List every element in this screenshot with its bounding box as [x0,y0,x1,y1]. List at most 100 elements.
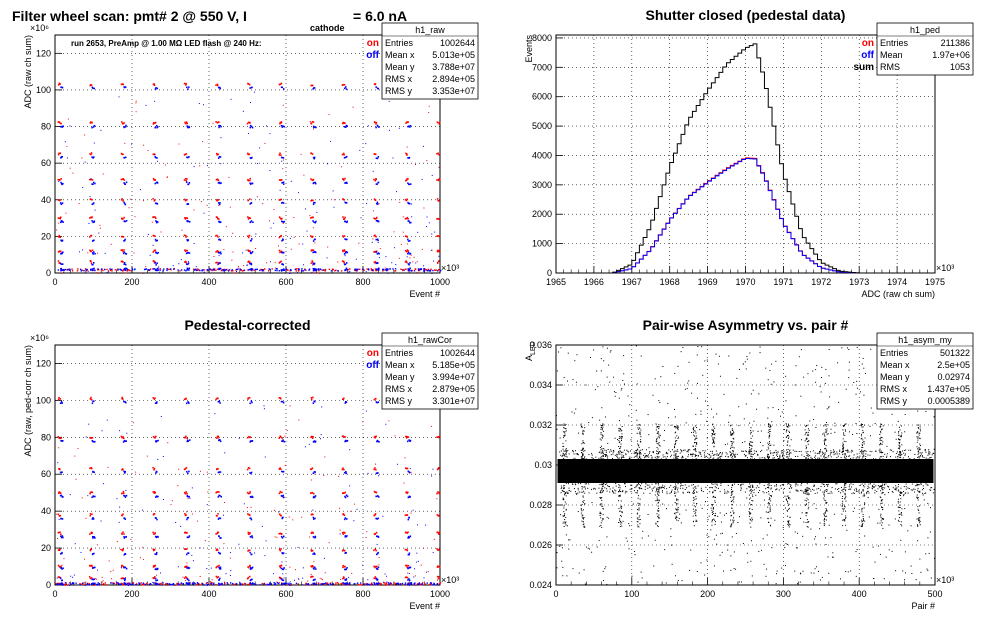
data-point [639,424,641,426]
data-point [656,499,658,501]
series-line [556,158,935,274]
data-point [121,218,123,220]
data-point [869,483,871,485]
data-point [365,582,367,585]
data-point [751,445,753,447]
data-point [314,495,317,497]
data-point [651,488,653,490]
data-point [681,451,683,453]
data-point [161,584,163,586]
data-point [312,261,314,264]
data-point [314,238,316,241]
data-point [407,182,409,185]
data-point [713,518,715,520]
data-point [582,501,584,503]
data-point [373,549,375,552]
data-point [198,269,200,271]
data-point [816,488,818,490]
data-point [247,218,250,220]
data-point [391,262,393,264]
data-point [212,122,214,124]
data-point [218,517,220,519]
data-point [240,583,242,585]
data-point [878,486,880,488]
data-point [620,505,622,507]
data-point [280,468,282,470]
data-point [580,450,582,452]
data-point [148,269,151,271]
data-point [751,484,753,486]
x-axis-label: Event # [409,601,440,611]
data-point [582,514,584,516]
data-point [248,234,251,237]
data-point [655,429,657,431]
data-point [588,454,590,456]
data-point [406,467,409,470]
data-point [314,553,316,556]
data-point [125,567,128,570]
data-point [602,486,604,488]
data-point [206,584,208,586]
data-point [760,451,762,453]
data-point [606,483,608,485]
data-point [342,576,345,578]
data-point [335,269,337,271]
data-point [93,220,96,222]
data-point [610,450,612,452]
data-point [562,454,564,456]
data-point [599,513,601,515]
data-point [237,267,239,269]
data-point [212,268,215,270]
data-point [816,452,818,454]
data-point [677,487,679,489]
data-point [798,451,800,453]
data-point [692,428,694,430]
data-point [255,247,257,249]
data-point [675,456,677,458]
data-point [59,471,62,474]
data-point [88,423,90,425]
data-point [620,428,622,430]
data-point [649,451,651,453]
data-point [376,552,379,555]
data-point [378,475,380,477]
data-point [845,449,847,451]
data-point [265,125,267,127]
data-point [924,449,926,451]
data-point [162,499,164,501]
data-point [680,483,682,485]
data-point [662,491,664,493]
data-point [60,535,62,538]
data-point [300,153,302,155]
data-point [698,451,700,453]
data-point [745,451,747,453]
data-point [582,440,584,442]
data-point [56,229,58,231]
data-point [819,489,821,491]
data-point [715,450,717,452]
data-point [339,533,341,535]
data-point [402,231,404,233]
data-point [371,583,373,585]
data-point [311,584,313,586]
data-point [393,231,395,233]
data-point [92,202,95,204]
data-point [319,272,321,274]
data-point [58,234,61,237]
data-point [582,486,584,488]
data-point [341,84,344,86]
data-point [767,446,769,448]
data-point [228,269,231,271]
data-point [262,268,265,271]
data-point [94,578,96,580]
data-point [438,121,441,124]
data-point [656,487,658,489]
data-point [93,267,95,270]
data-point [281,437,283,439]
data-point [713,426,715,428]
data-point [932,492,934,494]
data-point [823,452,825,454]
data-point [251,536,254,539]
data-point [658,500,660,502]
data-point [219,440,222,443]
